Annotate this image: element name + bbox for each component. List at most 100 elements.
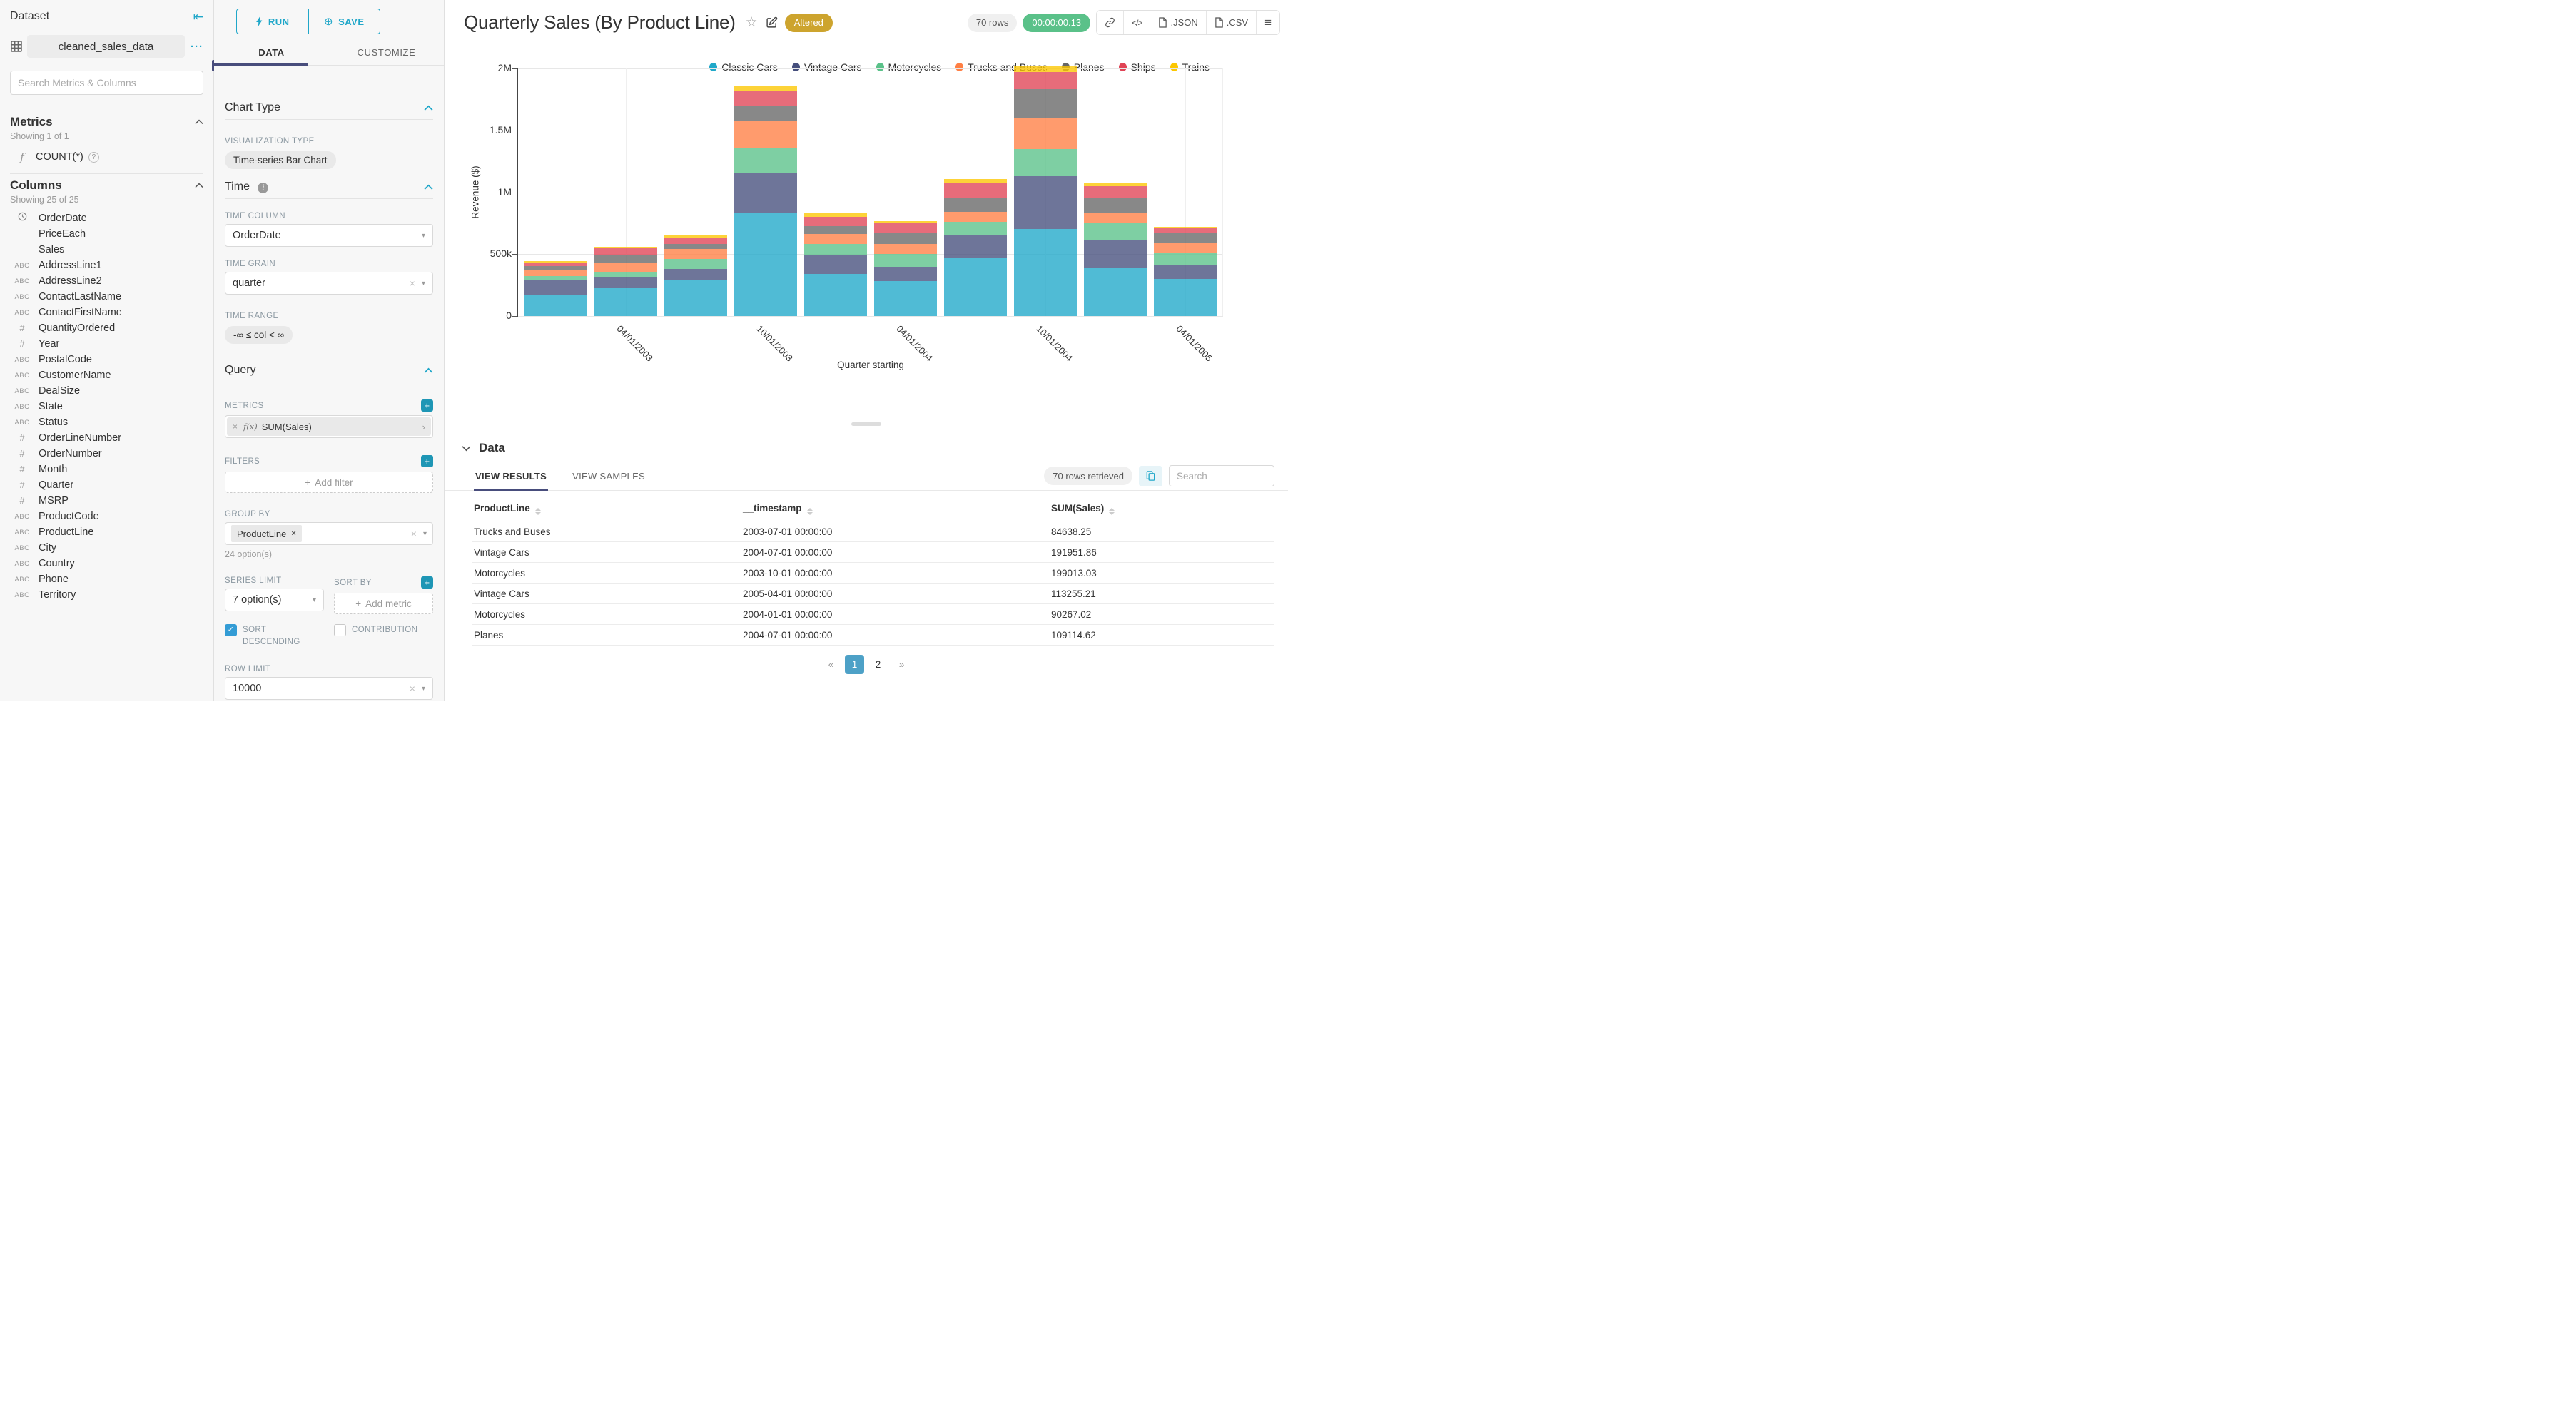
contribution-checkbox[interactable]: CONTRIBUTION [334, 624, 433, 648]
column-header-productline[interactable]: ProductLine [472, 498, 741, 521]
column-item-sales[interactable]: Sales [10, 242, 203, 258]
add-sort-metric-dropzone[interactable]: + Add metric [334, 593, 433, 614]
viz-type-pill[interactable]: Time-series Bar Chart [225, 151, 336, 169]
legend-item-vintage-cars[interactable]: Vintage Cars [791, 61, 862, 73]
group-by-select[interactable]: ProductLine × × ▾ [225, 522, 433, 545]
export-json-button[interactable]: .JSON [1150, 11, 1205, 34]
copy-link-button[interactable] [1097, 11, 1123, 34]
sidebar-resize-grip[interactable] [212, 60, 215, 71]
column-item-productcode[interactable]: ABC ProductCode [10, 509, 203, 524]
altered-badge[interactable]: Altered [784, 13, 833, 32]
row-limit-select[interactable]: 10000 × ▾ [225, 677, 433, 700]
collapse-sidebar-icon[interactable]: ⇤ [193, 9, 203, 24]
save-button[interactable]: ⊕ SAVE [308, 9, 380, 34]
column-item-msrp[interactable]: # MSRP [10, 493, 203, 509]
x-axis-tick-label: 04/01/2005 [1174, 323, 1215, 364]
column-item-orderlinenumber[interactable]: # OrderLineNumber [10, 430, 203, 446]
column-item-country[interactable]: ABC Country [10, 556, 203, 571]
chevron-up-icon[interactable] [424, 367, 433, 374]
metric-pill[interactable]: × f(x) SUM(Sales) › [227, 417, 431, 436]
copy-results-button[interactable] [1139, 465, 1162, 486]
bar-segment-vintage-cars [1154, 265, 1217, 279]
table-cell: 2003-07-01 00:00:00 [741, 521, 1049, 542]
column-item-dealsize[interactable]: ABC DealSize [10, 383, 203, 399]
column-item-addressline2[interactable]: ABC AddressLine2 [10, 273, 203, 289]
column-item-state[interactable]: ABC State [10, 399, 203, 414]
clear-icon[interactable]: × [410, 528, 417, 539]
tab-view-samples[interactable]: VIEW SAMPLES [572, 471, 646, 482]
metrics-collapse-icon[interactable] [195, 116, 203, 128]
pagination-page-2[interactable]: 2 [875, 659, 881, 670]
dataset-name[interactable]: cleaned_sales_data [27, 35, 185, 58]
column-item-quarter[interactable]: # Quarter [10, 477, 203, 493]
chevron-down-icon[interactable] [462, 445, 471, 452]
help-icon[interactable]: ? [88, 151, 99, 163]
bar-04-01-2003 [594, 246, 657, 316]
checkbox-unchecked-icon[interactable] [334, 624, 346, 636]
column-item-orderdate[interactable]: OrderDate [10, 210, 203, 226]
bar-segment-ships [594, 248, 657, 255]
columns-collapse-icon[interactable] [195, 179, 203, 192]
legend-item-classic-cars[interactable]: Classic Cars [709, 61, 778, 73]
series-limit-select[interactable]: 7 option(s) ▾ [225, 589, 324, 611]
chevron-up-icon[interactable] [424, 105, 433, 111]
column-label: Status [39, 417, 69, 428]
column-item-territory[interactable]: ABC Territory [10, 587, 203, 603]
results-search-input[interactable] [1169, 465, 1274, 486]
sort-descending-checkbox[interactable]: ✓ SORT DESCENDING [225, 624, 324, 648]
column-item-customername[interactable]: ABC CustomerName [10, 367, 203, 383]
column-item-productline[interactable]: ABC ProductLine [10, 524, 203, 540]
column-item-phone[interactable]: ABC Phone [10, 571, 203, 587]
bar-01-01-2005 [1084, 183, 1147, 316]
add-filter-button[interactable]: + [421, 455, 433, 467]
column-header--timestamp[interactable]: __timestamp [741, 498, 1049, 521]
export-csv-button[interactable]: .CSV [1205, 11, 1256, 34]
add-metric-button[interactable]: + [421, 399, 433, 412]
add-filter-dropzone[interactable]: + Add filter [225, 472, 433, 493]
pagination-page-1[interactable]: 1 [845, 655, 864, 674]
tab-view-results[interactable]: VIEW RESULTS [473, 471, 549, 491]
remove-icon[interactable]: × [233, 422, 238, 432]
remove-icon[interactable]: × [291, 529, 296, 538]
column-item-addressline1[interactable]: ABC AddressLine1 [10, 258, 203, 273]
run-button[interactable]: RUN [237, 9, 308, 34]
abc-icon: ABC [14, 544, 30, 552]
column-header-sum-sales-[interactable]: SUM(Sales) [1049, 498, 1274, 521]
column-item-contactlastname[interactable]: ABC ContactLastName [10, 289, 203, 305]
panel-resize-handle[interactable] [851, 422, 881, 426]
dataset-menu-dots-icon[interactable]: ··· [191, 40, 203, 53]
time-column-select[interactable]: OrderDate ▾ [225, 224, 433, 247]
checkbox-checked-icon[interactable]: ✓ [225, 624, 237, 636]
column-item-quantityordered[interactable]: # QuantityOrdered [10, 320, 203, 336]
pagination-next[interactable]: » [898, 659, 905, 670]
column-item-status[interactable]: ABC Status [10, 414, 203, 430]
legend-item-motorcycles[interactable]: Motorcycles [876, 61, 941, 73]
clear-icon[interactable]: × [409, 683, 415, 695]
column-item-city[interactable]: ABC City [10, 540, 203, 556]
tab-data[interactable]: DATA [258, 47, 285, 58]
time-grain-select[interactable]: quarter × ▾ [225, 272, 433, 295]
legend-item-trains[interactable]: Trains [1170, 61, 1210, 73]
embed-code-button[interactable]: </> [1123, 11, 1150, 34]
chevron-up-icon[interactable] [424, 184, 433, 190]
more-menu-button[interactable]: ≡ [1256, 11, 1279, 34]
bar-segment-classic-cars [1084, 268, 1147, 316]
column-item-ordernumber[interactable]: # OrderNumber [10, 446, 203, 462]
tab-customize[interactable]: CUSTOMIZE [357, 47, 416, 58]
time-range-pill[interactable]: -∞ ≤ col < ∞ [225, 326, 293, 344]
group-by-tag[interactable]: ProductLine × [231, 525, 302, 542]
column-item-postalcode[interactable]: ABC PostalCode [10, 352, 203, 367]
legend-item-ships[interactable]: Ships [1118, 61, 1156, 73]
column-item-year[interactable]: # Year [10, 336, 203, 352]
pagination-prev[interactable]: « [828, 659, 834, 670]
column-item-contactfirstname[interactable]: ABC ContactFirstName [10, 305, 203, 320]
column-item-priceeach[interactable]: PriceEach [10, 226, 203, 242]
edit-icon[interactable] [766, 16, 778, 29]
column-item-month[interactable]: # Month [10, 462, 203, 477]
add-sort-metric-button[interactable]: + [421, 576, 433, 589]
metric-item[interactable]: f COUNT(*) ? [10, 151, 203, 163]
clear-icon[interactable]: × [409, 277, 415, 289]
time-grain-label: TIME GRAIN [225, 260, 276, 268]
favorite-star-icon[interactable]: ☆ [745, 15, 758, 30]
sidebar-search-input[interactable] [10, 71, 203, 95]
